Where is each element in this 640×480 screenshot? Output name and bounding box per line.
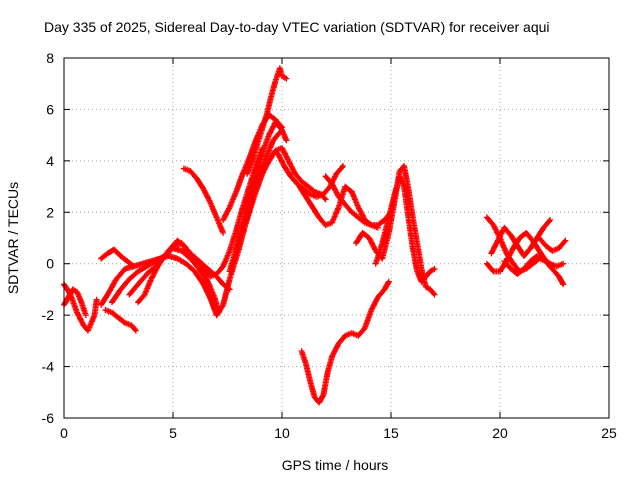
grid-lines — [64, 58, 609, 418]
y-tick-label: 4 — [46, 153, 54, 169]
series-track-17 — [322, 173, 394, 229]
plot-frame — [63, 57, 610, 419]
data-points — [61, 65, 569, 406]
y-tick-label: 6 — [46, 101, 54, 117]
series-track-20 — [298, 278, 392, 406]
data-point-markers — [102, 307, 139, 334]
series-track-13 — [244, 65, 290, 177]
series-track-25 — [536, 235, 569, 254]
data-point-markers — [226, 119, 290, 275]
data-point-markers — [501, 253, 567, 277]
data-point-markers — [536, 235, 569, 254]
data-point-markers — [244, 65, 290, 177]
x-tick-label: 0 — [60, 425, 68, 441]
axis-ticks: 0 5 10 15 20 25 -6 -4 -2 0 2 4 6 8 — [42, 50, 617, 441]
chart-title: Day 335 of 2025, Sidereal Day-to-day VTE… — [44, 19, 550, 35]
series-track-9 — [180, 165, 227, 236]
data-point-markers — [372, 173, 438, 285]
series-track-23 — [488, 217, 554, 259]
series-track-24 — [501, 253, 567, 277]
y-tick-label: 2 — [46, 204, 54, 220]
data-point-markers — [239, 145, 329, 236]
y-tick-label: -4 — [42, 359, 55, 375]
x-tick-label: 15 — [383, 425, 399, 441]
x-tick-label: 5 — [169, 425, 177, 441]
y-tick-label: -6 — [42, 410, 55, 426]
data-point-markers — [180, 165, 227, 236]
series-track-14 — [239, 145, 329, 236]
series-track-4 — [102, 307, 139, 334]
x-axis-label: GPS time / hours — [282, 457, 389, 473]
series-track-12 — [226, 119, 290, 275]
x-tick-label: 20 — [492, 425, 508, 441]
x-tick-label: 10 — [274, 425, 290, 441]
x-tick-label: 25 — [601, 425, 617, 441]
series-track-19 — [372, 173, 438, 285]
y-tick-label: -2 — [42, 307, 55, 323]
y-tick-label: 8 — [46, 50, 54, 66]
data-point-markers — [488, 217, 554, 259]
data-point-markers — [322, 173, 394, 229]
y-axis-label: SDTVAR / TECUs — [5, 182, 21, 294]
data-point-markers — [298, 278, 392, 406]
y-tick-label: 0 — [46, 256, 54, 272]
